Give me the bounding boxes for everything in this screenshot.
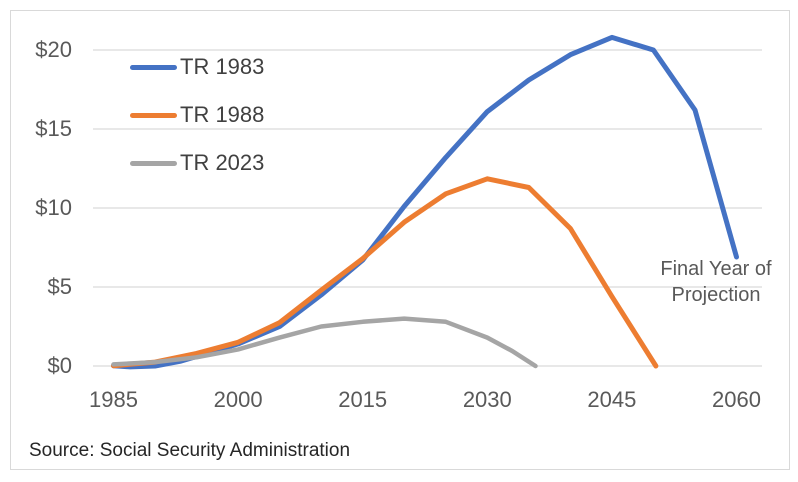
chart-border <box>10 10 790 470</box>
legend-line-swatch <box>130 64 177 70</box>
legend-item-tr-1988: TR 1988 <box>130 91 264 139</box>
x-tick-label: 2060 <box>712 387 761 412</box>
x-tick-label: 2015 <box>338 387 388 412</box>
x-tick-label: 2000 <box>213 387 263 412</box>
y-tick-label: $5 <box>47 274 72 299</box>
series-line-tr-1983 <box>111 34 739 370</box>
x-tick-label: 2045 <box>587 387 637 412</box>
y-tick-label: $10 <box>35 195 72 220</box>
legend: TR 1983 TR 1988 TR 2023 <box>130 43 264 187</box>
source-note: Source: Social Security Administration <box>29 440 351 461</box>
legend-item-tr-2023: TR 2023 <box>130 139 264 187</box>
annotation-line-2: Projection <box>671 284 761 306</box>
series-line-tr-1988 <box>111 176 659 369</box>
x-tick-label: 2030 <box>462 387 512 412</box>
legend-line-swatch <box>130 160 177 166</box>
legend-label: TR 2023 <box>180 150 265 175</box>
y-tick-label: $20 <box>35 37 72 62</box>
legend-item-tr-1983: TR 1983 <box>130 43 264 91</box>
annotation-line-1: Final Year of <box>660 258 772 280</box>
series-line-tr-2023 <box>111 316 538 369</box>
y-tick-label: $15 <box>35 116 72 141</box>
legend-line-swatch <box>130 112 177 118</box>
legend-label: TR 1983 <box>180 54 265 79</box>
annotation-final-year-of-projection: Final Year of Projection <box>616 256 798 308</box>
legend-label: TR 1988 <box>180 102 265 127</box>
y-tick-label: $0 <box>47 353 72 378</box>
x-tick-label: 1985 <box>89 387 138 412</box>
